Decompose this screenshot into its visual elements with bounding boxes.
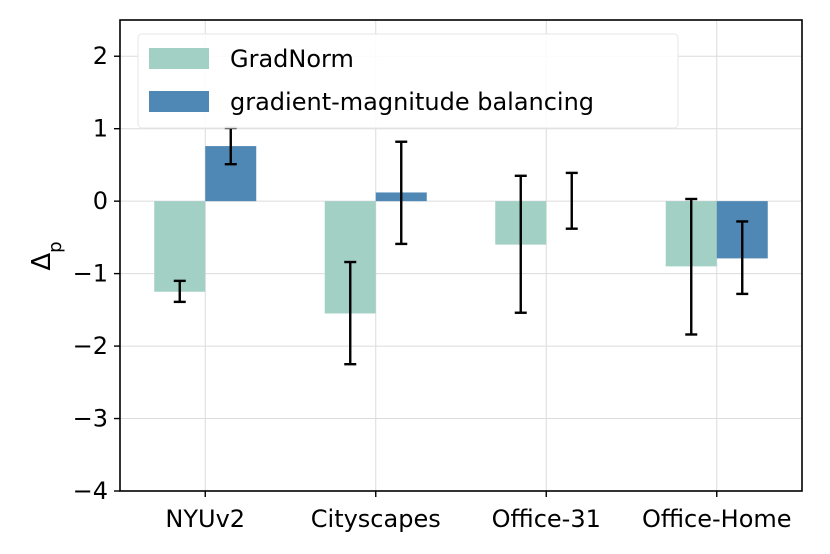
legend: GradNorm gradient-magnitude balancing bbox=[137, 33, 679, 129]
y-tick-label: −1 bbox=[73, 260, 108, 288]
error-bar-gradnorm bbox=[514, 174, 527, 314]
y-tick-label: −2 bbox=[73, 332, 108, 360]
x-tick-label: NYUv2 bbox=[165, 505, 245, 533]
error-bar-gradient-magnitude-balancing bbox=[736, 220, 749, 296]
y-tick-label: 1 bbox=[93, 115, 108, 143]
y-tick-label: 2 bbox=[93, 42, 108, 70]
x-tick-label: Cityscapes bbox=[311, 505, 441, 533]
legend-label-gradient-magnitude-balancing: gradient-magnitude balancing bbox=[230, 88, 594, 116]
x-tick-label: Office-Home bbox=[642, 505, 792, 533]
plot-frame bbox=[119, 19, 803, 492]
legend-frame bbox=[137, 33, 679, 129]
y-tick-label: −4 bbox=[73, 477, 108, 505]
error-bar-gradient-magnitude-balancing bbox=[395, 140, 408, 246]
error-bars bbox=[173, 126, 749, 366]
legend-swatch-gradnorm bbox=[149, 48, 209, 69]
legend-swatch-gradient-magnitude-balancing bbox=[149, 91, 209, 112]
y-tick-label: 0 bbox=[93, 187, 108, 215]
x-axis-ticks: NYUv2 Cityscapes Office-31 Office-Home bbox=[165, 491, 792, 533]
y-axis-label: Δp bbox=[27, 241, 66, 270]
bar-series bbox=[154, 146, 768, 314]
error-bar-gradient-magnitude-balancing bbox=[565, 171, 578, 230]
x-tick-label: Office-31 bbox=[492, 505, 601, 533]
y-tick-label: −3 bbox=[73, 405, 108, 433]
y-axis-ticks: −4 −3 −2 −1 0 1 2 bbox=[73, 42, 120, 505]
legend-label-gradnorm: GradNorm bbox=[230, 45, 354, 73]
bar-gradnorm bbox=[154, 201, 206, 292]
error-bar-gradnorm bbox=[344, 260, 357, 366]
error-bar-gradnorm bbox=[685, 197, 698, 336]
error-bar-gradnorm bbox=[173, 279, 186, 304]
